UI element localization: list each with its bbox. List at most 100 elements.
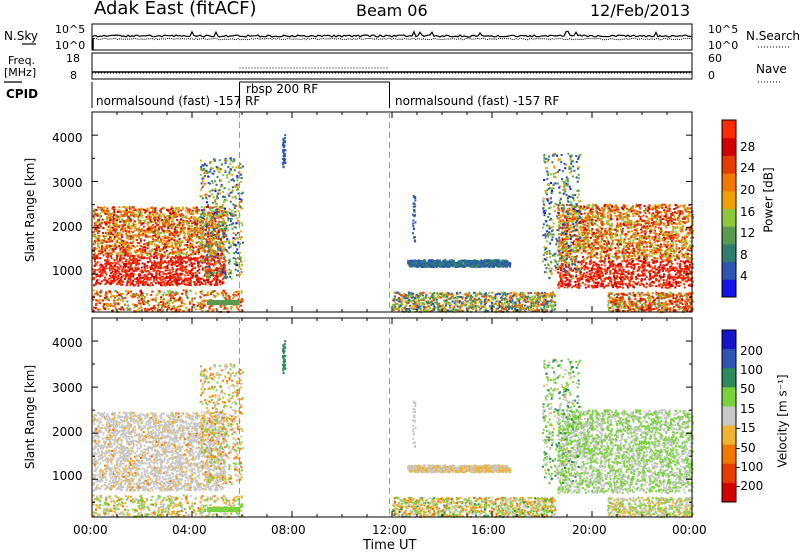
velocity-echo-1282 bbox=[168, 415, 171, 418]
power-echo-2338 bbox=[215, 227, 218, 229]
velocity-echo-1836 bbox=[92, 439, 95, 442]
power-echo-2322 bbox=[152, 263, 155, 266]
power-echo-2232 bbox=[190, 248, 193, 251]
velocity-echo-971 bbox=[193, 432, 196, 435]
velocity-echo-2098 bbox=[100, 457, 103, 460]
velocity-echo-389 bbox=[126, 479, 129, 482]
velocity-echo-2481 bbox=[159, 458, 162, 461]
power-echo-1816 bbox=[106, 254, 109, 257]
power-echo-1634 bbox=[112, 280, 115, 283]
velocity-echo-1635 bbox=[157, 422, 160, 425]
power-echo-119 bbox=[136, 229, 139, 232]
velocity-echo-2337 bbox=[156, 470, 159, 473]
power-echo-429 bbox=[151, 211, 154, 214]
power-echo-2069 bbox=[186, 277, 189, 280]
power-echo-2173 bbox=[169, 258, 172, 261]
velocity-echo-2251 bbox=[178, 461, 181, 464]
velocity-echo-420 bbox=[124, 458, 127, 461]
power-echo-1179 bbox=[138, 280, 141, 283]
power-echo-816 bbox=[167, 227, 170, 230]
velocity-echo-1493 bbox=[94, 433, 97, 436]
velocity-echo-2422 bbox=[94, 441, 97, 444]
velocity-echo-1832 bbox=[120, 447, 123, 450]
power-echo-1453 bbox=[191, 221, 194, 223]
power-echo-1890 bbox=[165, 230, 168, 233]
velocity-echo-2394 bbox=[140, 429, 143, 432]
power-echo-756 bbox=[174, 261, 177, 264]
velocity-echo-733 bbox=[136, 483, 139, 486]
velocity-echo-2496 bbox=[194, 477, 197, 480]
velocity-echo-265 bbox=[106, 421, 109, 424]
power-echo-1971 bbox=[93, 253, 95, 256]
velocity-echo-393 bbox=[183, 484, 186, 487]
velocity-echo-881 bbox=[167, 431, 170, 434]
power-echo-266 bbox=[109, 247, 112, 250]
power-echo-767 bbox=[178, 257, 181, 260]
velocity-echo-531 bbox=[110, 487, 113, 490]
velocity-echo-1117 bbox=[193, 488, 196, 491]
velocity-echo-1118 bbox=[153, 448, 156, 451]
velocity-echo-18 bbox=[173, 441, 176, 444]
power-echo-1818 bbox=[150, 227, 153, 230]
velocity-echo-2162 bbox=[115, 429, 118, 432]
power-echo-1832 bbox=[120, 242, 123, 244]
power-echo-1189 bbox=[203, 279, 205, 282]
velocity-echo-2321 bbox=[118, 450, 121, 453]
power-echo-1070 bbox=[102, 235, 105, 238]
velocity-echo-2436 bbox=[179, 465, 182, 468]
power-echo-1800 bbox=[124, 266, 127, 269]
velocity-echo-2423 bbox=[130, 416, 132, 419]
velocity-echo-2411 bbox=[220, 415, 223, 418]
power-echo-1921 bbox=[124, 270, 127, 272]
power-echo-1975 bbox=[117, 270, 120, 273]
power-echo-458 bbox=[149, 260, 152, 263]
power-echo-2031 bbox=[220, 238, 222, 241]
power-echo-697 bbox=[129, 220, 132, 223]
velocity-echo-2424 bbox=[173, 485, 176, 488]
velocity-echo-1484 bbox=[112, 473, 115, 476]
velocity-echo-958 bbox=[153, 458, 156, 461]
velocity-echo-1854 bbox=[97, 450, 100, 453]
power-echo-1318 bbox=[127, 277, 130, 280]
power-echo-1519 bbox=[196, 274, 198, 277]
power-echo-1072 bbox=[129, 282, 132, 285]
velocity-echo-41 bbox=[170, 457, 173, 460]
power-echo-1492 bbox=[154, 211, 156, 213]
velocity-echo-77 bbox=[107, 468, 110, 471]
velocity-echo-1395 bbox=[191, 416, 194, 419]
power-echo-2089 bbox=[155, 272, 158, 275]
velocity-echo-1676 bbox=[188, 414, 191, 417]
velocity-echo-795 bbox=[96, 437, 99, 440]
velocity-echo-1732 bbox=[152, 443, 155, 446]
velocity-echo-2118 bbox=[174, 433, 177, 436]
power-echo-1463 bbox=[108, 223, 111, 226]
power-echo-1007 bbox=[165, 249, 168, 252]
velocity-echo-1500 bbox=[206, 455, 209, 458]
velocity-echo-1320 bbox=[116, 416, 119, 419]
power-echo-1086 bbox=[212, 274, 215, 277]
velocity-echo-1085 bbox=[170, 462, 172, 465]
power-echo-1532 bbox=[202, 267, 204, 270]
power-echo-18 bbox=[173, 236, 176, 239]
power-echo-2332 bbox=[145, 280, 148, 283]
power-echo-1668 bbox=[177, 210, 180, 213]
velocity-echo-1532 bbox=[202, 472, 204, 475]
power-echo-110 bbox=[221, 280, 224, 283]
power-echo-2054 bbox=[148, 228, 151, 231]
power-echo-2308 bbox=[146, 252, 149, 255]
velocity-echo-1277 bbox=[185, 459, 188, 462]
power-echo-1605 bbox=[206, 265, 209, 268]
power-echo-1127 bbox=[97, 250, 100, 253]
velocity-echo-1064 bbox=[98, 420, 101, 423]
power-echo-2184 bbox=[180, 213, 183, 215]
power-echo-1793 bbox=[160, 215, 162, 218]
power-echo-2210 bbox=[124, 241, 127, 244]
power-echo-1568 bbox=[93, 264, 96, 267]
power-echo-2146 bbox=[197, 262, 200, 265]
power-echo-916 bbox=[170, 223, 173, 226]
velocity-echo-2174 bbox=[114, 437, 117, 440]
power-echo-1584 bbox=[201, 232, 204, 235]
power-echo-1594 bbox=[151, 273, 153, 276]
velocity-echo-525 bbox=[167, 428, 170, 431]
power-echo-1923 bbox=[99, 212, 102, 215]
